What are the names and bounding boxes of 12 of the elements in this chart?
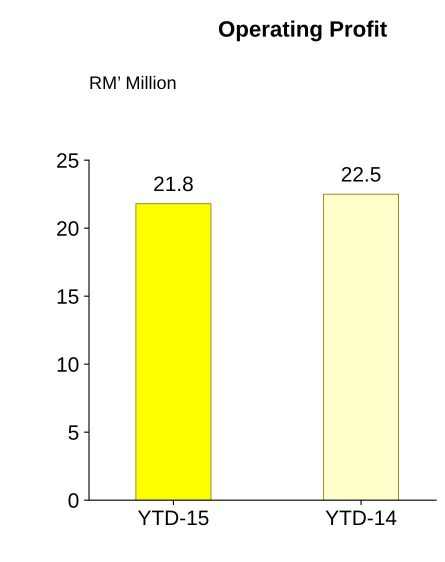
y-tick-label: 10 [58,357,78,372]
y-tick-label: 25 [57,153,78,168]
x-tick-label: YTD-14 [326,510,396,525]
y-tick-label: 5 [68,425,78,440]
data-label: 21.8 [154,176,193,192]
chart-title: Operating Profit [218,20,387,42]
x-tick-label: YTD-15 [138,510,208,526]
y-tick-label: 15 [58,289,78,304]
y-tick-label: 0 [68,493,78,508]
y-tick-label: 20 [57,221,78,236]
y-axis-title: RM’ Million [90,76,176,90]
data-label: 22.5 [342,166,380,182]
